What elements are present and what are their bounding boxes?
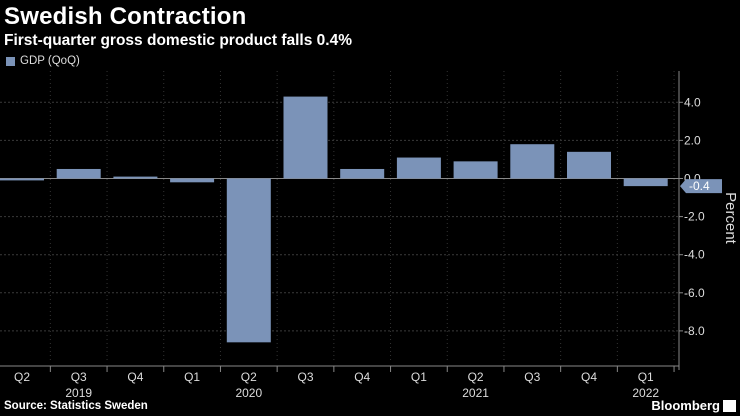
- y-tick-label: -4.0: [684, 248, 705, 262]
- y-tick-label: 2.0: [684, 133, 701, 147]
- bar-10: [567, 151, 611, 179]
- legend-label: GDP (QoQ): [20, 55, 80, 67]
- bar-7: [396, 157, 441, 179]
- x-tick-label: Q4: [127, 370, 143, 384]
- bar-11: [623, 178, 668, 187]
- chart-title: Swedish Contraction: [4, 3, 247, 30]
- brand-logo: Bloomberg: [651, 398, 720, 413]
- source-note: Source: Statistics Sweden: [4, 400, 148, 412]
- x-tick-label: Q3: [297, 370, 313, 384]
- legend-swatch: [6, 56, 15, 66]
- chart-subtitle: First-quarter gross domestic product fal…: [4, 32, 352, 49]
- x-tick-label: Q3: [71, 370, 87, 384]
- x-year-label: 2021: [462, 386, 489, 400]
- x-year-label: 2022: [632, 386, 659, 400]
- x-year-label: 2020: [235, 386, 262, 400]
- last-value-badge: [680, 179, 722, 194]
- bar-2: [113, 176, 158, 179]
- x-tick-label: Q4: [354, 370, 370, 384]
- x-tick-label: Q2: [468, 370, 484, 384]
- y-tick-label: -6.0: [684, 286, 705, 300]
- bar-0: [0, 178, 44, 181]
- bar-4: [226, 178, 271, 343]
- y-tick-label: 4.0: [684, 95, 701, 109]
- bar-9: [510, 144, 555, 179]
- x-tick-label: Q4: [581, 370, 597, 384]
- x-tick-label: Q2: [14, 370, 30, 384]
- bar-8: [453, 161, 498, 179]
- x-tick-label: Q1: [411, 370, 427, 384]
- x-tick-label: Q2: [241, 370, 257, 384]
- legend: GDP (QoQ): [6, 55, 80, 67]
- y-tick-label: -2.0: [684, 210, 705, 224]
- last-value-label: -0.4: [689, 179, 710, 193]
- bar-1: [56, 168, 101, 179]
- x-tick-label: Q3: [524, 370, 540, 384]
- brand-mark-icon: [723, 400, 736, 412]
- bar-6: [340, 168, 385, 179]
- bar-3: [170, 178, 215, 183]
- x-tick-label: Q1: [184, 370, 200, 384]
- x-tick-label: Q1: [638, 370, 654, 384]
- x-year-label: 2019: [65, 386, 92, 400]
- y-tick-label: -8.0: [684, 324, 705, 338]
- y-axis-title: Percent: [722, 192, 739, 245]
- bar-5: [283, 96, 328, 179]
